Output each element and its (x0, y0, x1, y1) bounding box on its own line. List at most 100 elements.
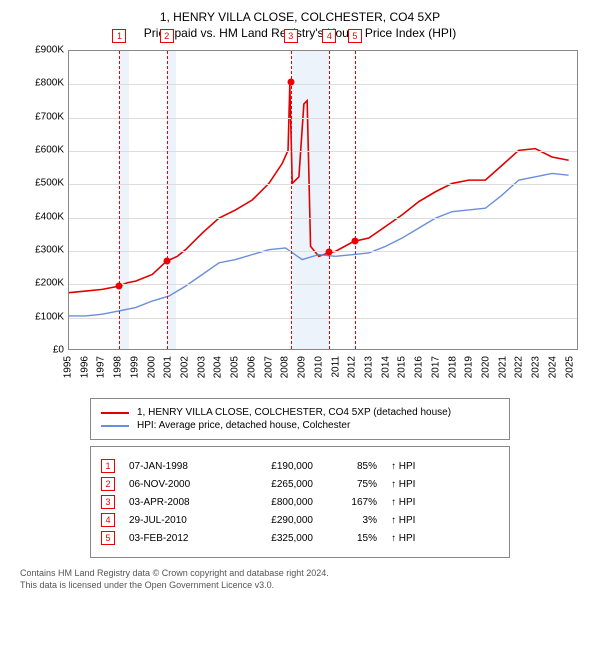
gridline (69, 118, 577, 119)
transaction-pct: 167% (327, 497, 377, 508)
transaction-row: 303-APR-2008£800,000167%↑ HPI (101, 495, 499, 509)
transaction-num: 1 (101, 459, 115, 473)
x-axis-labels: 1995199619971998199920002001200220032004… (68, 352, 578, 390)
transaction-hpi: ↑ HPI (391, 533, 499, 544)
transaction-row: 503-FEB-2012£325,00015%↑ HPI (101, 531, 499, 545)
gridline (69, 184, 577, 185)
transaction-pct: 75% (327, 479, 377, 490)
transaction-line (329, 51, 330, 349)
transaction-date: 03-FEB-2012 (129, 533, 219, 544)
transaction-pct: 3% (327, 515, 377, 526)
transaction-date: 06-NOV-2000 (129, 479, 219, 490)
y-label: £200K (35, 278, 64, 289)
y-label: £900K (35, 45, 64, 56)
x-label: 2007 (263, 356, 274, 378)
x-label: 2023 (531, 356, 542, 378)
x-label: 2014 (380, 356, 391, 378)
transaction-marker: 3 (284, 29, 298, 43)
x-label: 1995 (63, 356, 74, 378)
gridline (69, 284, 577, 285)
x-label: 2012 (347, 356, 358, 378)
transaction-line (167, 51, 168, 349)
y-label: £500K (35, 178, 64, 189)
transaction-price: £190,000 (233, 461, 313, 472)
x-label: 2013 (363, 356, 374, 378)
transaction-num: 3 (101, 495, 115, 509)
footer-line1: Contains HM Land Registry data © Crown c… (20, 568, 580, 580)
y-axis-labels: £0£100K£200K£300K£400K£500K£600K£700K£80… (20, 50, 68, 350)
transaction-line (291, 51, 292, 349)
transaction-line (119, 51, 120, 349)
transaction-marker: 1 (112, 29, 126, 43)
x-label: 1997 (96, 356, 107, 378)
x-label: 2002 (180, 356, 191, 378)
transaction-pct: 15% (327, 533, 377, 544)
x-label: 2011 (330, 356, 341, 378)
transaction-hpi: ↑ HPI (391, 497, 499, 508)
transactions-table: 1 07-JAN-1998 £190,000 85% ↑ HPI 2 06-NOV-2000… (90, 446, 510, 558)
x-label: 2020 (481, 356, 492, 378)
legend-swatch (101, 412, 129, 414)
transaction-point (326, 249, 333, 256)
gridline (69, 218, 577, 219)
transaction-hpi: ↑ HPI (391, 515, 499, 526)
transaction-marker: 5 (348, 29, 362, 43)
x-label: 2016 (414, 356, 425, 378)
gridline (69, 84, 577, 85)
legend-swatch (101, 425, 129, 427)
footer-line2: This data is licensed under the Open Gov… (20, 580, 580, 592)
transaction-price: £265,000 (233, 479, 313, 490)
y-label: £100K (35, 311, 64, 322)
x-label: 2003 (196, 356, 207, 378)
x-label: 2015 (397, 356, 408, 378)
transaction-date: 07-JAN-1998 (129, 461, 219, 472)
transaction-point (163, 257, 170, 264)
x-label: 2025 (564, 356, 575, 378)
y-label: £0 (53, 345, 64, 356)
transaction-row: 1 07-JAN-1998 £190,000 85% ↑ HPI (101, 459, 499, 473)
x-label: 1998 (113, 356, 124, 378)
page-subtitle: Price paid vs. HM Land Registry's House … (8, 26, 592, 40)
transaction-date: 29-JUL-2010 (129, 515, 219, 526)
transaction-date: 03-APR-2008 (129, 497, 219, 508)
x-label: 2000 (146, 356, 157, 378)
transaction-num: 2 (101, 477, 115, 491)
x-label: 2017 (430, 356, 441, 378)
chart-legend: 1, HENRY VILLA CLOSE, COLCHESTER, CO4 5X… (90, 398, 510, 440)
legend-label: 1, HENRY VILLA CLOSE, COLCHESTER, CO4 5X… (137, 407, 451, 418)
legend-item: 1, HENRY VILLA CLOSE, COLCHESTER, CO4 5X… (101, 407, 499, 418)
series-line (69, 84, 569, 293)
plot-area: 12345 (68, 50, 578, 350)
transaction-num: 4 (101, 513, 115, 527)
x-label: 2001 (163, 356, 174, 378)
x-label: 2004 (213, 356, 224, 378)
gridline (69, 251, 577, 252)
transaction-point (351, 237, 358, 244)
transaction-price: £325,000 (233, 533, 313, 544)
x-label: 1999 (129, 356, 140, 378)
transaction-row: 206-NOV-2000£265,00075%↑ HPI (101, 477, 499, 491)
x-label: 2008 (280, 356, 291, 378)
y-label: £300K (35, 245, 64, 256)
x-label: 1996 (79, 356, 90, 378)
x-label: 2009 (297, 356, 308, 378)
transaction-marker: 2 (160, 29, 174, 43)
x-label: 2019 (464, 356, 475, 378)
gridline (69, 151, 577, 152)
legend-item: HPI: Average price, detached house, Colc… (101, 420, 499, 431)
x-label: 2005 (230, 356, 241, 378)
transaction-marker: 4 (322, 29, 336, 43)
legend-label: HPI: Average price, detached house, Colc… (137, 420, 350, 431)
transaction-point (116, 282, 123, 289)
page-title: 1, HENRY VILLA CLOSE, COLCHESTER, CO4 5X… (8, 10, 592, 24)
footer-attribution: Contains HM Land Registry data © Crown c… (20, 568, 580, 591)
transaction-hpi: ↑ HPI (391, 461, 499, 472)
transaction-price: £290,000 (233, 515, 313, 526)
transaction-pct: 85% (327, 461, 377, 472)
y-label: £700K (35, 111, 64, 122)
y-label: £400K (35, 211, 64, 222)
transaction-line (355, 51, 356, 349)
transaction-row: 4 29-JUL-2010 £290,000 3% ↑ HPI (101, 513, 499, 527)
price-chart: £0£100K£200K£300K£400K£500K£600K£700K£80… (20, 50, 580, 390)
x-label: 2010 (313, 356, 324, 378)
